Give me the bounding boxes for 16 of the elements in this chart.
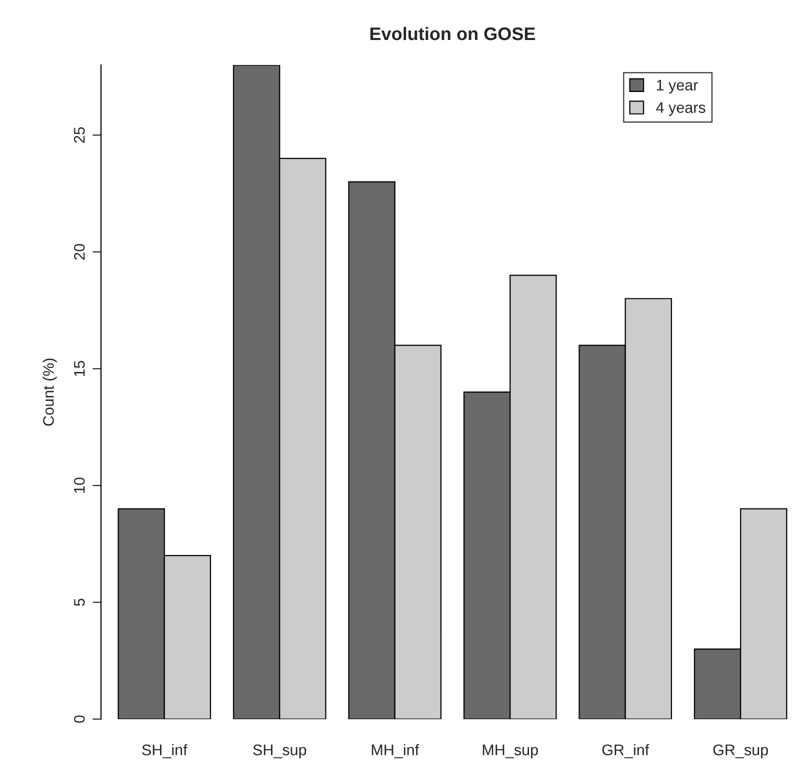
y-tick-label: 5 (74, 598, 85, 606)
y-tick-label: 10 (74, 478, 85, 493)
y-tick-label: 25 (74, 127, 85, 143)
y-tick-label: 15 (74, 360, 85, 376)
x-tick-label: MH_inf (372, 744, 420, 758)
x-tick-label: GR_inf (602, 744, 650, 758)
x-tick-label: SH_sup (253, 744, 306, 758)
x-tick-label: SH_inf (142, 744, 188, 758)
y-axis-title: Count (%) (42, 358, 57, 426)
y-tick-label: 20 (74, 244, 85, 260)
x-tick-label: MH_sup (482, 744, 538, 758)
chart-title: Evolution on GOSE (370, 26, 536, 40)
legend-label: 4 years (656, 102, 706, 116)
y-tick-label: 0 (74, 715, 85, 723)
x-tick-label: GR_sup (713, 744, 768, 758)
legend-label: 1 year (656, 80, 698, 94)
